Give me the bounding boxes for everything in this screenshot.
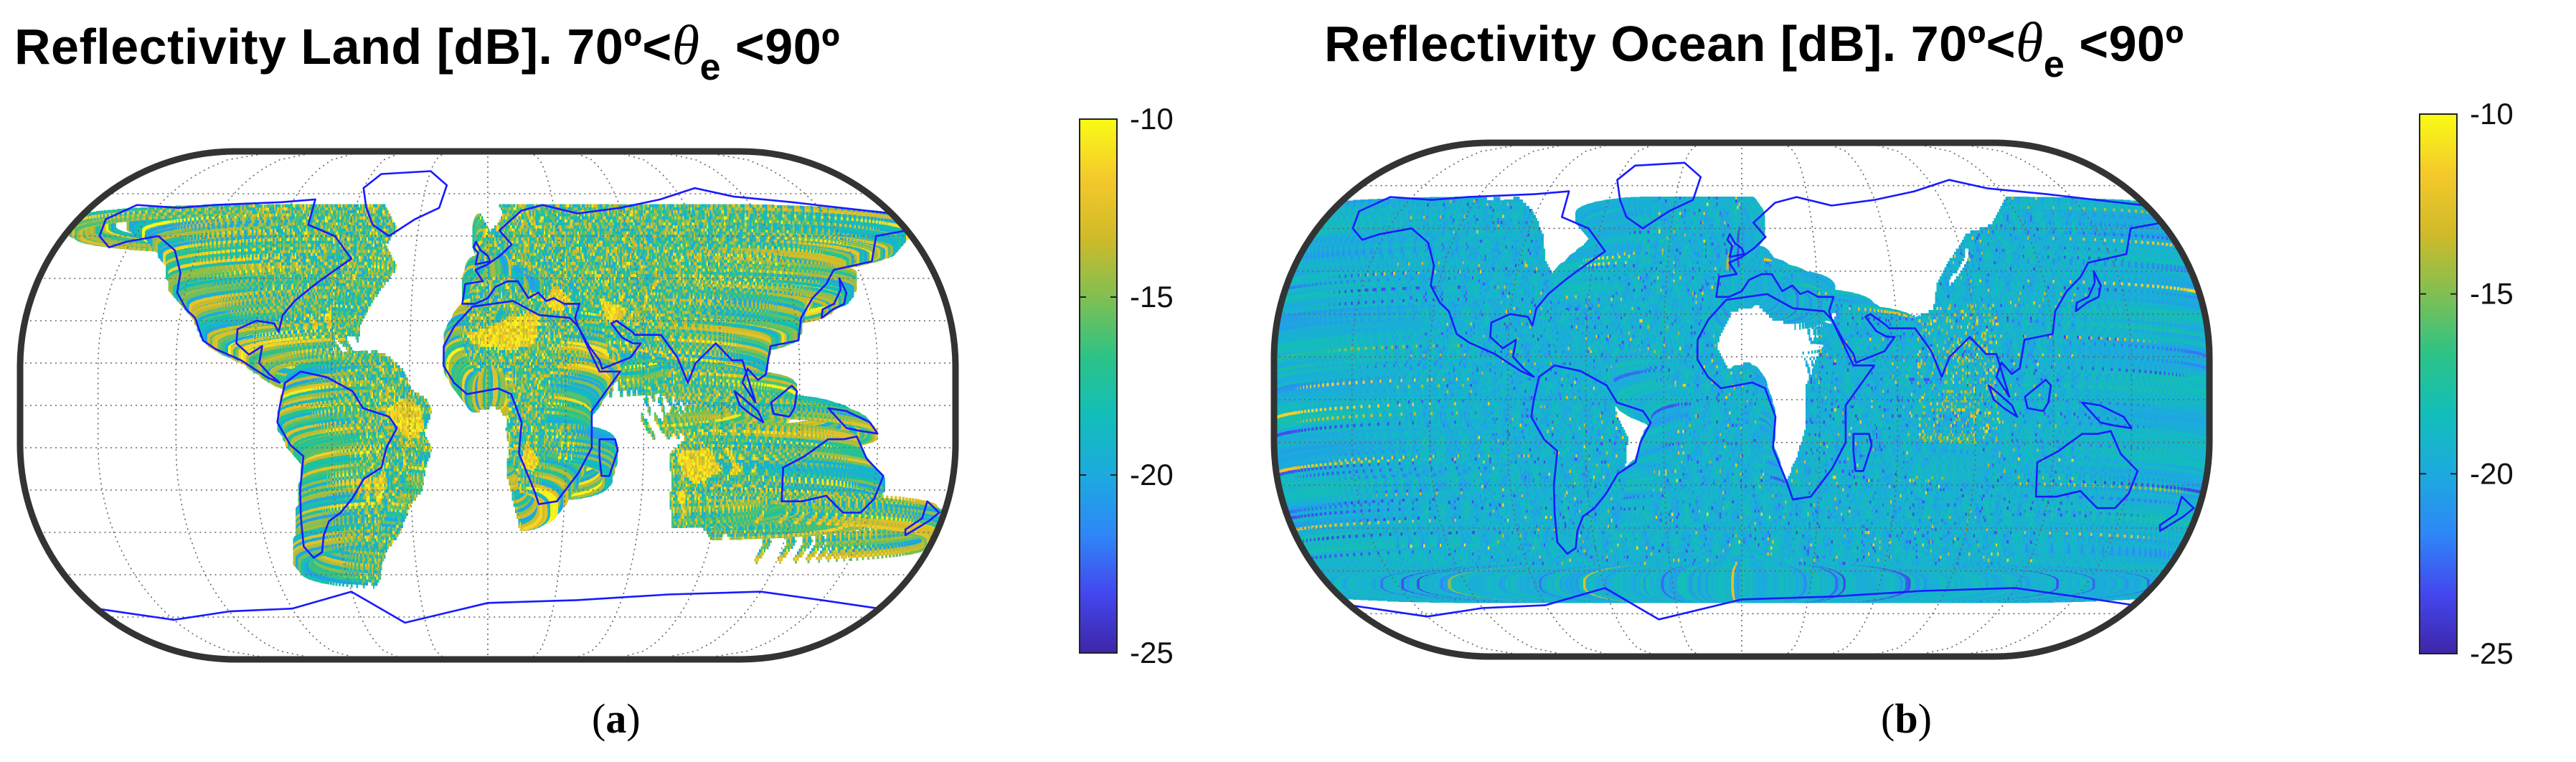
raster-image (1454, 143, 2029, 657)
raster-strip (200, 151, 775, 659)
colorbar-tick-label: -20 (2470, 456, 2514, 490)
panel-b: Reflectivity Ocean [dB]. 70º<θe <90º -10… (1270, 0, 2576, 762)
panel-title: Reflectivity Land [dB]. 70º<θe <90º (14, 13, 840, 89)
world-map-land: -10 -15 -20 -25 (16, 102, 1174, 669)
panel-caption: (a) (592, 695, 641, 743)
map-frame (1270, 139, 2213, 660)
coastline-northAmerica (98, 198, 353, 384)
coastline-newGuinea (2081, 401, 2133, 430)
colorbar-tick-label: -25 (1130, 636, 1174, 669)
caption-open: ( (1881, 695, 1895, 742)
colorbar-tick-label: -10 (1130, 102, 1174, 136)
coastline-uk (1726, 233, 1745, 258)
coastline-eurasia (1715, 179, 2163, 398)
coastline-greenland (362, 170, 448, 237)
coastline-borneo (770, 385, 798, 418)
coastline-northAmerica (1351, 190, 1606, 378)
coastline-greenland (1616, 161, 1702, 230)
coastline-sumatra (733, 390, 765, 423)
colorbar-tick-label: -15 (1130, 280, 1174, 314)
theta-symbol: θ (2016, 11, 2044, 73)
coastline-borneo (2024, 378, 2052, 413)
coastline-newZealand (904, 500, 940, 537)
graticule (1274, 143, 2209, 657)
coastline-newGuinea (827, 407, 879, 435)
colorbar-tick-label: -10 (2470, 97, 2514, 131)
graticule-meridian (1351, 143, 1532, 657)
graticule-meridian (1507, 143, 1616, 657)
coastline-newZealand (2159, 495, 2195, 532)
colorbar (2419, 113, 2458, 654)
coastline-africa (443, 300, 621, 505)
caption-close: ) (1917, 695, 1932, 742)
coastline-madagascar (1852, 433, 1873, 472)
coastline-australia (780, 436, 884, 514)
panel-a: Reflectivity Land [dB]. 70º<θe <90º -10-… (14, 13, 1174, 743)
graticule-meridian (529, 151, 567, 659)
colorbar-tick-label: -25 (2470, 636, 2514, 670)
coastline-antarctica (96, 591, 879, 624)
coastlines (1349, 161, 2195, 621)
raster-strip (1454, 143, 2029, 657)
colorbar (1079, 118, 1118, 654)
caption-letter: a (605, 695, 627, 742)
theta-symbol: θ (671, 14, 700, 76)
graticule-meridian (409, 151, 446, 659)
colorbar-tick-label: -15 (2470, 277, 2514, 311)
colorbar-tick-label: -20 (1130, 458, 1174, 491)
coastline-japan (2075, 270, 2102, 312)
caption-letter: b (1895, 695, 1918, 742)
coastline-antarctica (1349, 587, 2134, 621)
coastline-eurasia (461, 187, 908, 404)
world-map-ocean: -10 -15 -20 -25 (1270, 97, 2514, 670)
graticule-meridian (1867, 143, 1976, 657)
title-prefix: Reflectivity Land [dB]. 70º< (14, 19, 672, 75)
graticule-meridian (1825, 143, 1899, 657)
panel-caption: (b) (1881, 695, 1932, 743)
title-suffix: <90º (2065, 16, 2184, 72)
coastline-africa (1697, 293, 1875, 501)
coastline-japan (821, 277, 848, 319)
coastline-madagascar (598, 438, 619, 477)
coastline-sumatra (1987, 384, 2019, 418)
title-prefix: Reflectivity Ocean [dB]. 70º< (1324, 16, 2016, 72)
title-suffix: <90º (720, 19, 841, 75)
coastline-australia (2034, 430, 2139, 509)
coastline-southAmerica (276, 370, 398, 559)
title-subscript: e (2043, 44, 2065, 85)
map-frame (16, 148, 959, 663)
coastline-uk (472, 240, 491, 265)
graticule-meridian (1585, 143, 1659, 657)
coastlines (96, 170, 940, 624)
caption-close: ) (626, 695, 641, 742)
raster-image (200, 151, 775, 659)
title-subscript: e (699, 47, 721, 88)
caption-open: ( (592, 695, 606, 742)
graticule-meridian (1952, 143, 2133, 657)
panel-title: Reflectivity Ocean [dB]. 70º<θe <90º (1324, 10, 2184, 86)
coastline-southAmerica (1530, 364, 1652, 555)
graticule (20, 151, 956, 659)
